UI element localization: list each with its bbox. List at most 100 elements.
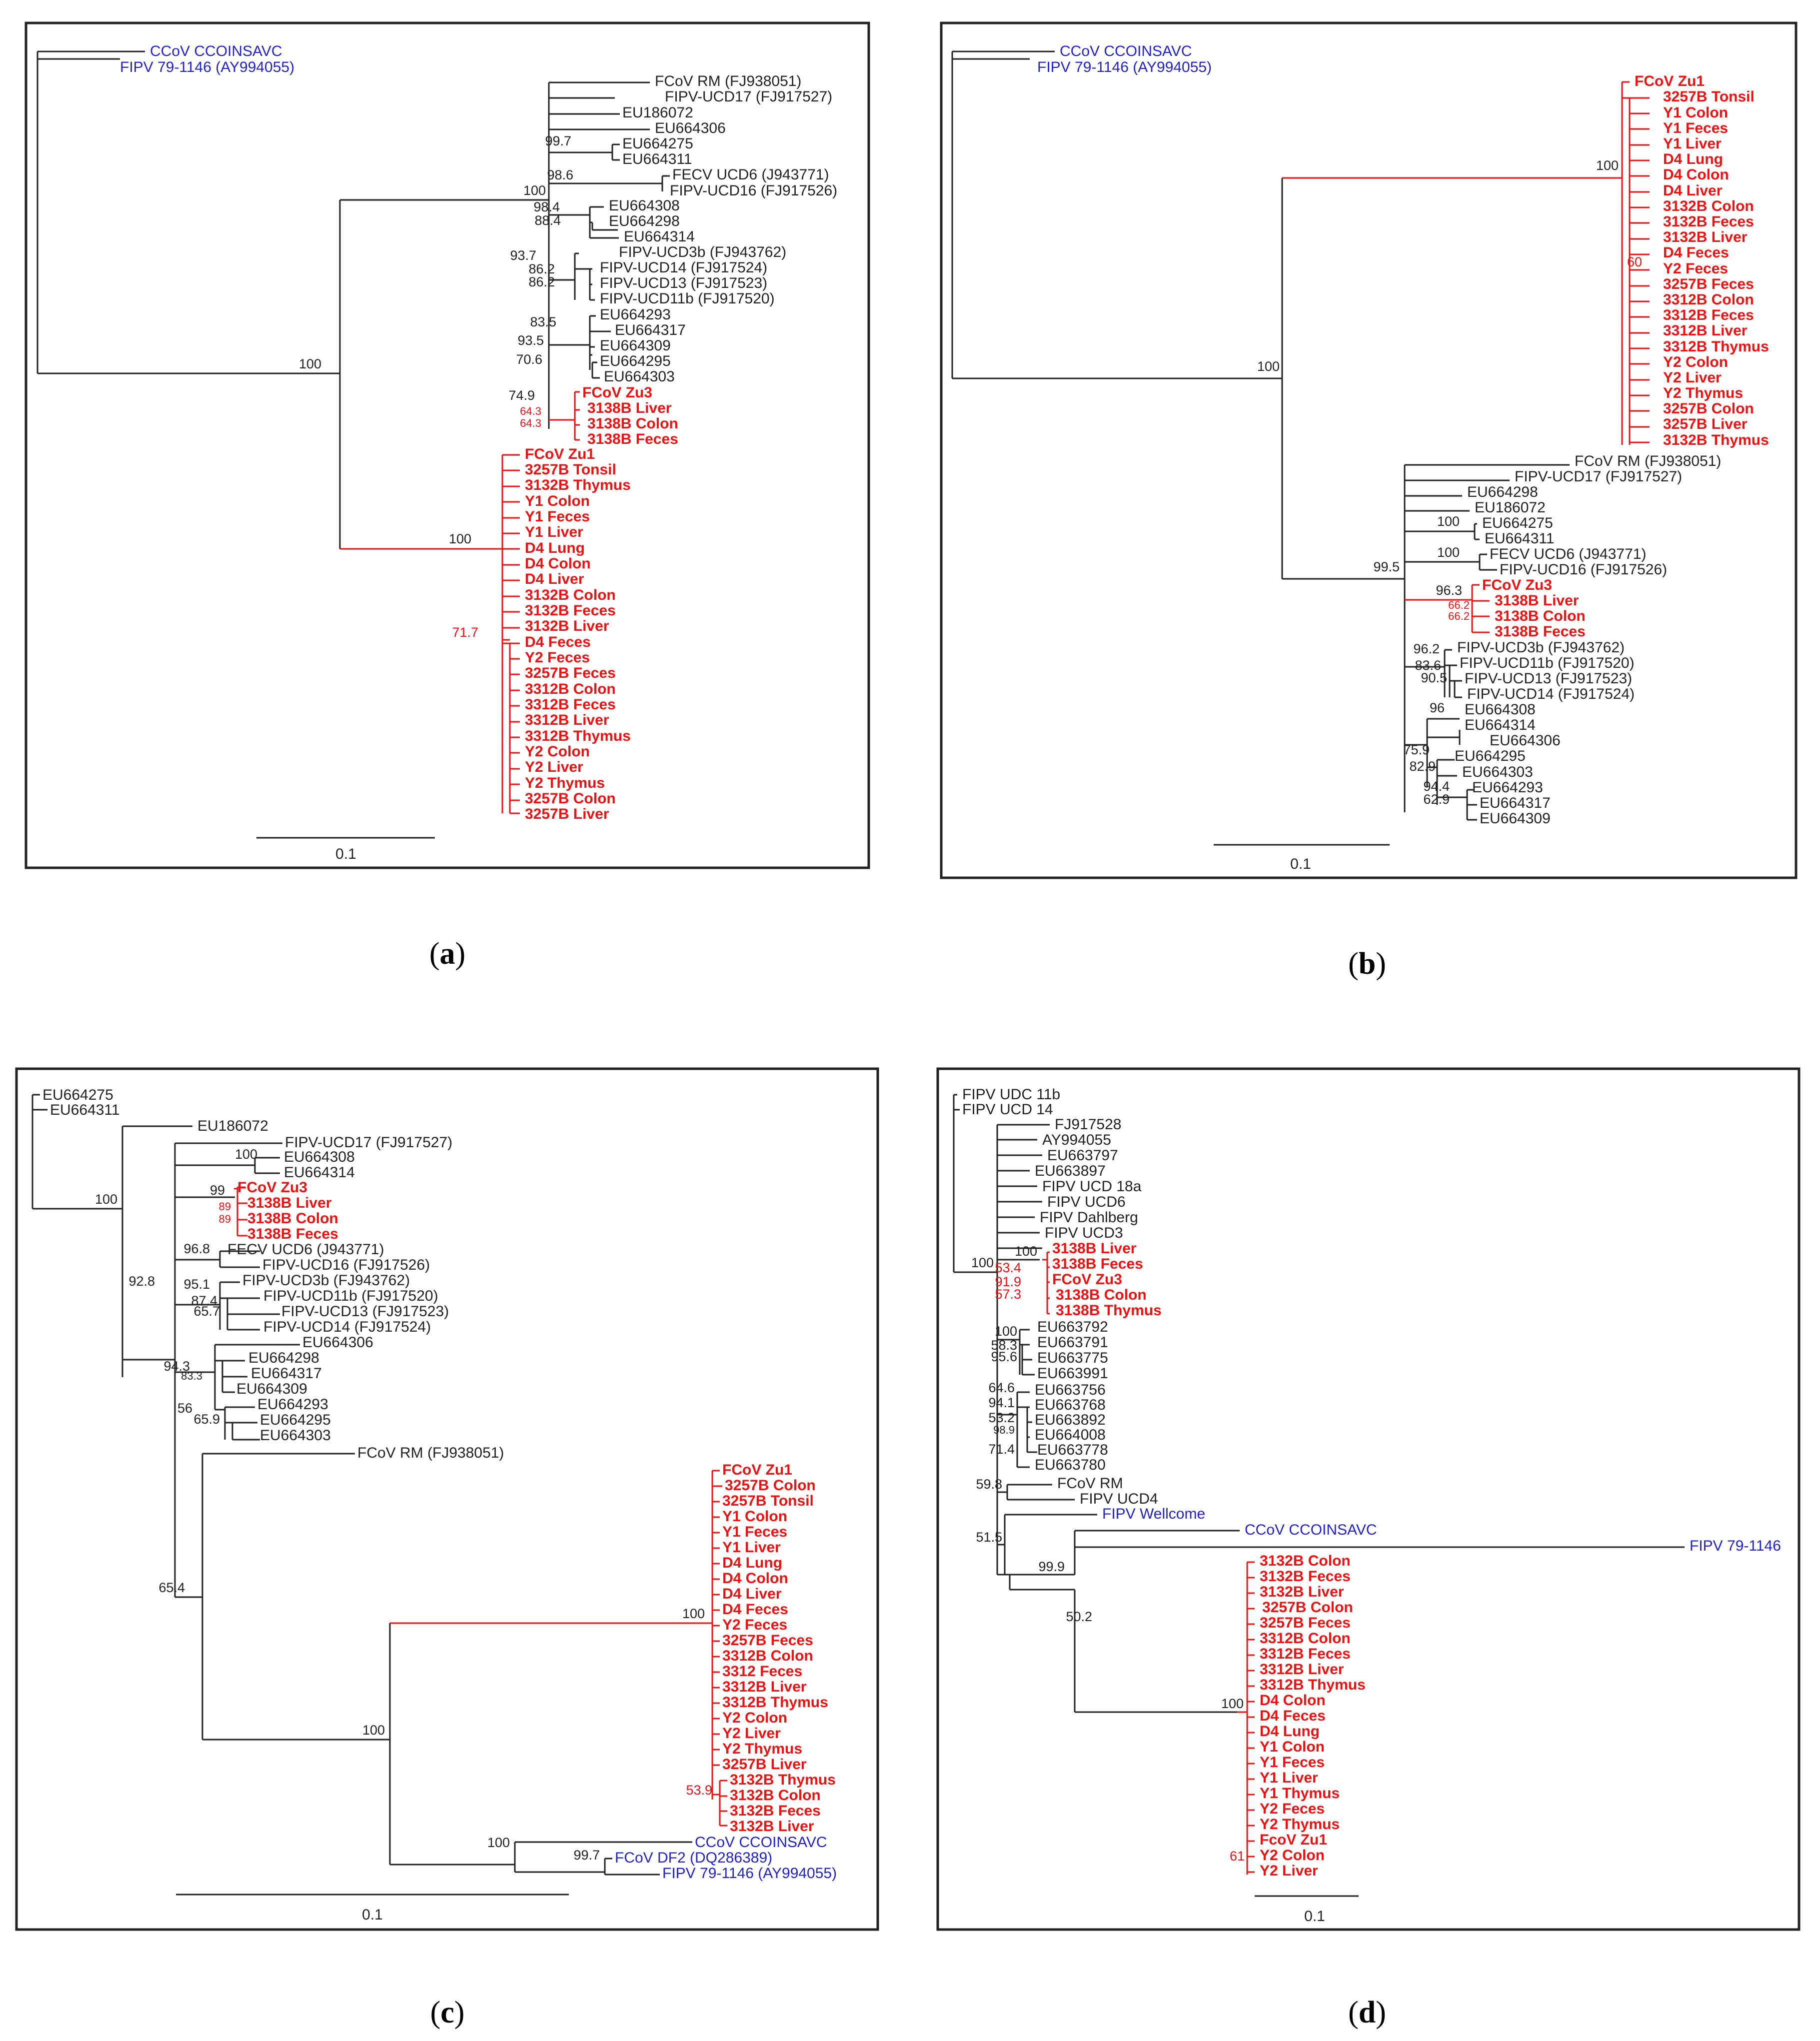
taxon-label: EU663756 <box>1035 1382 1106 1398</box>
panel-c-caption: (c) <box>430 1996 465 2030</box>
taxon-label: EU186072 <box>622 104 693 121</box>
bootstrap-value: 99.7 <box>545 133 571 148</box>
taxon-label: EU664275 <box>42 1087 113 1103</box>
taxon-label: FECV UCD6 (J943771) <box>672 166 829 183</box>
taxon-label: FCoV Zu3 <box>582 384 652 401</box>
taxon-label: 3312B Colon <box>1663 291 1754 308</box>
taxon-label: Y2 Liver <box>722 1725 781 1742</box>
taxon-label: FIPV-UCD13 (FJ917523) <box>281 1303 449 1320</box>
bootstrap-value: 98.6 <box>547 167 573 182</box>
taxon-label: 3312B Thymus <box>525 728 631 744</box>
panel-d-caption: (d) <box>1348 1996 1386 2030</box>
panel-c-frame <box>15 1067 879 1931</box>
panel-a-branches <box>36 50 670 549</box>
taxon-label: 3257B Tonsil <box>1663 88 1755 105</box>
taxon-label: Y1 Feces <box>1663 120 1728 136</box>
taxon-label: 3132B Feces <box>730 1803 821 1819</box>
taxon-label: 3132B Colon <box>1260 1553 1351 1569</box>
panel-b-frame <box>940 21 1798 879</box>
bootstrap-value: 94.4 <box>1423 779 1450 794</box>
taxon-label: Y1 Liver <box>722 1539 781 1556</box>
bootstrap-value: 100 <box>1596 158 1619 173</box>
taxon-label: Y1 Feces <box>525 508 590 525</box>
bootstrap-value: 94.1 <box>988 1395 1015 1410</box>
taxon-label: Y2 Colon <box>1260 1847 1325 1864</box>
taxon-label: FIPV-UCD3b (FJ943762) <box>242 1272 410 1289</box>
taxon-label: 3138B Liver <box>587 400 672 416</box>
bootstrap-value: 100 <box>95 1192 117 1207</box>
bootstrap-value: 95.6 <box>991 1349 1017 1364</box>
bootstrap-value: 87.4 <box>191 1293 217 1308</box>
taxon-label: FCoV DF2 (DQ286389) <box>615 1850 772 1866</box>
panel-d-red-clades <box>1042 1251 1255 1875</box>
taxon-label: EU664306 <box>302 1334 373 1351</box>
bootstrap-value: 100 <box>995 1324 1017 1339</box>
panel-c-red-clades <box>234 1186 727 1827</box>
bootstrap-value: 53.2 <box>988 1410 1015 1425</box>
taxon-label: Y1 Thymus <box>1260 1785 1340 1802</box>
taxon-label: EU664306 <box>1490 732 1561 749</box>
taxon-label: 3138B Colon <box>587 415 678 432</box>
taxon-label: 3312B Liver <box>1663 322 1748 339</box>
taxon-label: 3312 Feces <box>722 1663 802 1680</box>
taxon-label: 3138B Liver <box>1052 1240 1137 1257</box>
taxon-label: FCoV RM (FJ938051) <box>655 73 801 89</box>
taxon-label: 3132B Colon <box>730 1787 821 1804</box>
taxon-label: Y1 Liver <box>1260 1770 1318 1786</box>
taxon-label: 3132B Thymus <box>730 1772 836 1788</box>
taxon-label: 3312B Colon <box>722 1648 813 1664</box>
taxon-label: FcoV Zu1 <box>1260 1832 1327 1848</box>
taxon-label: EU664309 <box>600 337 671 354</box>
bootstrap-value: 91.9 <box>995 1274 1021 1289</box>
taxon-label: EU664311 <box>50 1102 120 1118</box>
taxon-label: 3132B Thymus <box>1663 432 1769 448</box>
taxon-label: 3138B Colon <box>1056 1287 1147 1303</box>
taxon-label: FIPV-UCD14 (FJ917524) <box>1467 686 1635 702</box>
bootstrap-value: 70.6 <box>516 352 542 367</box>
taxon-label: D4 Feces <box>525 634 591 650</box>
taxon-label: 3132B Liver <box>1260 1584 1344 1600</box>
bootstrap-value: 100 <box>682 1606 705 1621</box>
taxon-label: FIPV-UCD16 (FJ917526) <box>1500 561 1667 578</box>
taxon-label: D4 Colon <box>525 555 591 572</box>
panel-b-support-values: 1006010010010099.596.366.266.296.283.690… <box>1257 158 1642 807</box>
taxon-label: FIPV Dahlberg <box>1040 1209 1138 1226</box>
panel-a-support-values: 10010099.798.698.488.493.786.286.283.593… <box>299 133 573 640</box>
bootstrap-value: 56 <box>177 1401 192 1416</box>
bootstrap-value: 64.6 <box>988 1380 1015 1395</box>
taxon-label: 3312B Liver <box>525 712 609 728</box>
taxon-label: FIPV 79-1146 (AY994055) <box>662 1865 837 1882</box>
taxon-label: 3132B Liver <box>525 618 609 634</box>
taxon-label: Y2 Liver <box>1260 1863 1318 1879</box>
taxon-label: EU663991 <box>1037 1365 1108 1382</box>
bootstrap-value: 92.8 <box>128 1274 155 1289</box>
taxon-label: 3312B Colon <box>525 681 616 697</box>
taxon-label: 3132B Liver <box>1663 229 1748 245</box>
bootstrap-value: 100 <box>299 356 321 371</box>
taxon-label: FIPV UCD3 <box>1045 1225 1123 1241</box>
taxon-label: D4 Colon <box>1260 1692 1326 1709</box>
bootstrap-value: 99 <box>210 1183 225 1198</box>
bootstrap-value: 75.9 <box>1403 742 1430 757</box>
bootstrap-value: 57.3 <box>995 1287 1021 1302</box>
taxon-label: EU664314 <box>1465 717 1536 733</box>
bootstrap-value: 64.3 <box>520 405 541 417</box>
bootstrap-value: 65.9 <box>193 1412 220 1427</box>
taxon-label: FIPV UDC 11b <box>962 1086 1060 1103</box>
taxon-label: Y2 Feces <box>722 1617 787 1633</box>
panel-d-scale-label: 0.1 <box>1304 1908 1325 1925</box>
panel-d-branches <box>953 1094 1685 1713</box>
taxon-label: FIPV-UCD3b (FJ943762) <box>1457 639 1625 656</box>
taxon-label: 3257B Tonsil <box>525 461 616 478</box>
bootstrap-value: 98.4 <box>533 199 560 214</box>
taxon-label: Y2 Liver <box>525 759 583 775</box>
bootstrap-value: 65.7 <box>193 1304 220 1319</box>
taxon-label: FCoV Zu3 <box>1052 1271 1122 1288</box>
bootstrap-value: 66.2 <box>1448 599 1470 611</box>
taxon-label: EU664311 <box>622 151 692 167</box>
taxon-label: EU663791 <box>1037 1334 1108 1351</box>
